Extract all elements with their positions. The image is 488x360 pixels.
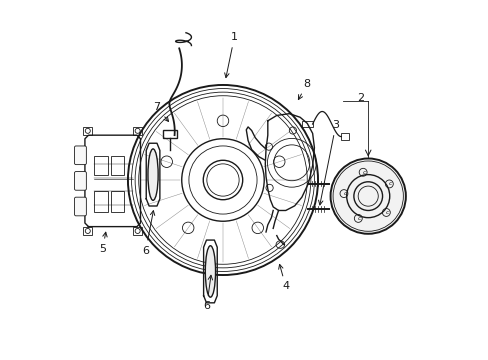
Bar <box>163 130 176 138</box>
Bar <box>110 156 124 175</box>
Text: 5: 5 <box>99 232 107 254</box>
Bar <box>83 127 92 135</box>
Text: 4: 4 <box>278 264 289 291</box>
Bar <box>133 127 142 135</box>
Ellipse shape <box>205 246 215 297</box>
Bar <box>94 192 107 212</box>
Ellipse shape <box>148 149 158 201</box>
Bar <box>340 133 348 140</box>
Text: 8: 8 <box>298 79 310 99</box>
Bar <box>133 226 142 234</box>
Text: c: c <box>343 191 346 196</box>
Text: 2: 2 <box>357 93 364 103</box>
Text: 6: 6 <box>203 275 212 311</box>
Text: c: c <box>357 216 360 221</box>
Circle shape <box>330 158 405 234</box>
FancyBboxPatch shape <box>74 172 86 190</box>
Text: 3: 3 <box>318 120 339 205</box>
Text: c: c <box>362 170 365 175</box>
FancyBboxPatch shape <box>74 197 86 216</box>
FancyBboxPatch shape <box>74 146 86 165</box>
Bar <box>110 192 124 212</box>
Text: c: c <box>388 181 391 186</box>
Text: 6: 6 <box>142 211 154 256</box>
Text: 1: 1 <box>224 32 237 78</box>
Text: 7: 7 <box>153 102 168 121</box>
Text: c: c <box>385 210 388 215</box>
Bar <box>83 226 92 234</box>
Bar <box>301 121 312 127</box>
Bar <box>94 156 107 175</box>
